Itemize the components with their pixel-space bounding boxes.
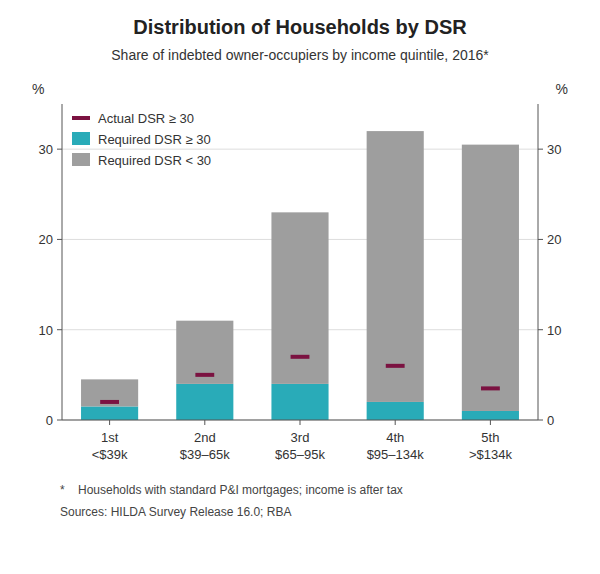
y2-tick <box>538 420 543 421</box>
x-tick-label-line: 2nd <box>194 430 216 445</box>
marks <box>81 131 519 420</box>
x-tick-label-line: <$39k <box>92 447 128 462</box>
legend-entry: Required DSR < 30 <box>98 153 211 168</box>
y2-tick <box>538 239 543 240</box>
bar <box>367 402 424 420</box>
bar <box>81 379 138 406</box>
bar <box>462 145 519 411</box>
y-tick-label: 10 <box>39 323 53 338</box>
marker <box>291 355 310 359</box>
y2-tick-label: 20 <box>547 232 561 247</box>
y2-tick <box>538 149 543 150</box>
marker <box>100 400 119 404</box>
y-tick-label: 20 <box>39 232 53 247</box>
y2-tick <box>538 329 543 330</box>
annotation: Sources: HILDA Survey Release 16.0; RBA <box>60 505 291 519</box>
y2-tick-label: 30 <box>547 142 561 157</box>
x-tick <box>109 420 110 425</box>
y-tick-label: 0 <box>46 413 53 428</box>
y-tick <box>57 329 62 330</box>
bar <box>271 212 328 384</box>
y-tick <box>57 420 62 421</box>
y2-axis-line <box>538 104 539 420</box>
x-tick-label-line: 3rd <box>291 430 310 445</box>
bar <box>462 411 519 420</box>
x-tick-label: 5th >$134k <box>469 430 513 462</box>
y-axis-label: % <box>32 81 44 97</box>
x-tick-label-line: 4th <box>386 430 404 445</box>
legend-entry: Required DSR ≥ 30 <box>98 132 211 147</box>
y2-axis-label: % <box>556 81 568 97</box>
x-tick-label: 1st <$39k <box>92 430 128 462</box>
x-tick-label-line: $95–134k <box>367 447 425 462</box>
x-tick <box>395 420 396 425</box>
x-tick-label-line: >$134k <box>469 447 513 462</box>
annotation: * Households with standard P&I mortgages… <box>60 483 403 497</box>
subtitle: Share of indebted owner-occupiers by inc… <box>111 47 489 63</box>
x-tick-label: 4th $95–134k <box>367 430 425 462</box>
y2-tick-label: 0 <box>547 413 554 428</box>
x-tick <box>490 420 491 425</box>
x-tick-label: 2nd $39–65k <box>180 430 230 462</box>
y-tick <box>57 239 62 240</box>
title: Distribution of Households by DSR <box>133 16 467 38</box>
marker <box>386 364 405 368</box>
marker <box>195 373 214 377</box>
chart: Distribution of Households by DSR Share o… <box>0 0 600 574</box>
bar <box>271 384 328 420</box>
x-tick-label-line: $39–65k <box>180 447 230 462</box>
y-axis-line <box>62 104 63 420</box>
legend-swatch <box>72 116 90 120</box>
legend: Actual DSR ≥ 30 Required DSR ≥ 30 Required… <box>72 111 211 168</box>
y-tick <box>57 149 62 150</box>
x-tick-label: 3rd $65–95k <box>275 430 325 462</box>
x-tick-label-line: 5th <box>481 430 499 445</box>
legend-entry: Actual DSR ≥ 30 <box>98 111 194 126</box>
x-tick-label-line: 1st <box>101 430 119 445</box>
bar <box>176 384 233 420</box>
x-tick <box>204 420 205 425</box>
legend-swatch <box>72 153 90 166</box>
y-tick-label: 30 <box>39 142 53 157</box>
x-tick <box>300 420 301 425</box>
bar <box>176 321 233 384</box>
bar <box>367 131 424 402</box>
legend-swatch <box>72 132 90 145</box>
x-tick-label-line: $65–95k <box>275 447 325 462</box>
bar <box>81 406 138 420</box>
marker <box>481 386 500 390</box>
y2-tick-label: 10 <box>547 323 561 338</box>
